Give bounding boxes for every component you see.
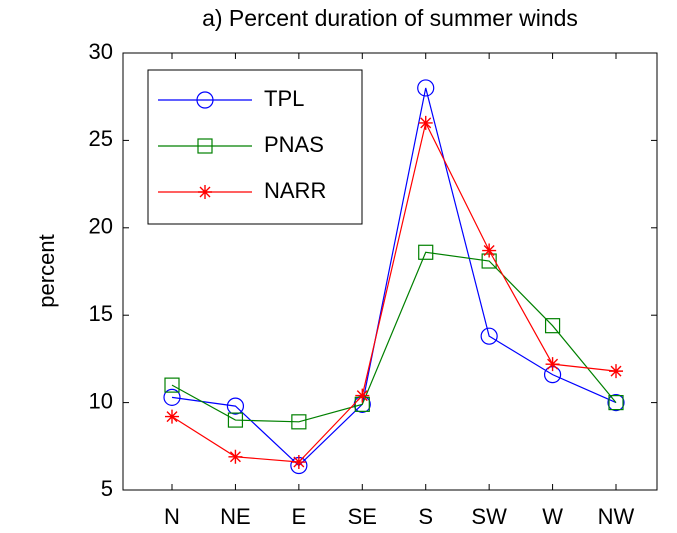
plot-frame [122,52,658,491]
marker [480,327,498,345]
x-tick-label: E [292,504,307,529]
marker [228,449,243,464]
marker [609,364,624,379]
marker [418,115,433,130]
y-tick-label: 15 [89,301,113,326]
marker [163,388,181,406]
marker [355,388,370,403]
marker [165,409,179,424]
marker [291,455,306,470]
y-tick-label: 10 [89,388,113,413]
marker [226,397,245,415]
x-tick-label: N [164,504,180,529]
x-tick-label: NW [598,504,635,529]
marker [197,138,213,154]
marker [227,412,244,428]
y-tick-label: 25 [89,126,113,151]
series-line [171,121,617,463]
marker [164,377,180,393]
series-line [171,251,617,423]
legend-label: TPL [264,86,304,111]
marker [545,357,560,372]
legend-box [147,69,363,225]
y-tick-label: 20 [89,214,113,239]
x-tick-label: SW [471,504,507,529]
legend-label: PNAS [264,132,324,157]
marker [291,414,307,430]
series-line [171,87,617,467]
y-axis-label: percent [34,234,59,307]
marker [417,79,435,97]
marker [198,185,212,199]
x-tick-label: SE [348,504,377,529]
marker [482,243,497,258]
marker [418,244,434,260]
marker [544,318,561,334]
x-tick-label: W [542,504,563,529]
y-tick-label: 30 [89,39,113,64]
y-tick-label: 5 [101,476,113,501]
marker [196,91,214,109]
marker [607,394,625,412]
legend-label: NARR [264,178,326,203]
chart-title: a) Percent duration of summer winds [202,5,578,31]
marker [608,395,624,411]
x-tick-label: S [418,504,433,529]
x-tick-label: NE [220,504,251,529]
